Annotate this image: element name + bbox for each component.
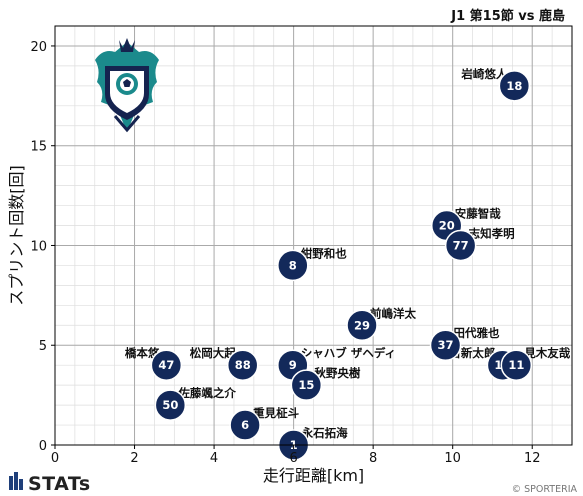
club-emblem-icon (95, 38, 159, 133)
player-number-label: 37 (438, 338, 454, 352)
player-marker (444, 229, 477, 262)
player-marker (346, 309, 378, 342)
player-number-label: 29 (354, 318, 370, 332)
y-axis-title: スプリント回数[回] (7, 165, 26, 306)
player-number-label: 8 (289, 258, 297, 272)
stats-logo-icon (9, 472, 23, 490)
x-tick-label: 8 (369, 451, 377, 466)
player-name-label: 佐藤颯之介 (177, 386, 236, 400)
player-name-label: 見木友哉 (523, 346, 570, 360)
y-tick-label: 5 (39, 339, 47, 354)
player-number-label: 18 (506, 79, 522, 93)
player-name-label: 秋野央樹 (314, 366, 360, 380)
player-name-label: 重見柾斗 (253, 406, 299, 420)
player-marker (500, 349, 533, 381)
player-marker (154, 389, 187, 421)
x-tick-label: 0 (51, 451, 59, 466)
y-tick-label: 10 (30, 239, 47, 254)
player-number-label: 88 (235, 358, 251, 372)
player-marker (429, 329, 462, 361)
player-number-label: 9 (289, 358, 297, 372)
player-name-label: 前嶋洋太 (370, 306, 416, 320)
player-marker (277, 249, 309, 282)
player-marker (498, 70, 531, 102)
player-number-label: 77 (453, 238, 469, 252)
player-name-label: 安藤智哉 (455, 207, 501, 221)
player-marker (226, 349, 259, 381)
x-axis-title: 走行距離[km] (263, 466, 364, 485)
plot-frame (54, 25, 573, 446)
match-title: J1 第15節 vs 鹿島 (450, 8, 565, 24)
player-name-label: 橋本悠 (125, 346, 160, 360)
player-name-label: 松岡大起 (190, 346, 236, 360)
copyright-text: © SPORTERIA (512, 484, 578, 495)
axis-ticks: 0 2 4 6 8 10 12 0 5 10 15 20 (30, 40, 540, 466)
player-name-label: 田代雅也 (454, 326, 500, 340)
player-name-label: シャハブ ザヘディ (301, 346, 396, 360)
player-number-label: 20 (439, 219, 455, 233)
player-marker (290, 369, 323, 401)
y-tick-label: 15 (30, 140, 47, 155)
x-tick-label: 10 (444, 451, 461, 466)
y-tick-label: 20 (30, 40, 47, 55)
player-marker (229, 409, 261, 441)
x-tick-label: 2 (130, 451, 138, 466)
brand-text: STATs (28, 473, 91, 495)
y-tick-label: 0 (39, 439, 47, 454)
x-tick-label: 6 (289, 451, 297, 466)
point-markers: 18207782937478891411155061 (150, 70, 533, 461)
player-name-label: 永石拓海 (301, 426, 348, 440)
x-tick-label: 4 (210, 451, 218, 466)
player-name-label: 紺野和也 (301, 246, 347, 260)
x-tick-label: 12 (524, 451, 541, 466)
player-number-label: 50 (162, 398, 178, 412)
player-number-label: 47 (158, 358, 174, 372)
player-number-label: 6 (241, 418, 249, 432)
player-name-label: 志知孝明 (469, 226, 515, 240)
player-name-label: 岩崎悠人 (460, 67, 507, 81)
player-number-label: 11 (508, 358, 524, 372)
player-marker (150, 349, 183, 381)
player-number-label: 15 (298, 378, 314, 392)
